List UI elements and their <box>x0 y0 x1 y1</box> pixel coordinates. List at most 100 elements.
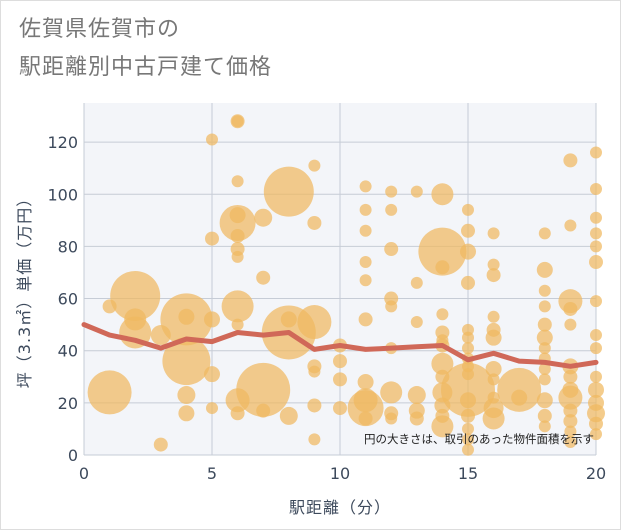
bubble-point <box>279 406 298 425</box>
bubble-point <box>359 256 372 269</box>
x-tick-label: 10 <box>330 464 350 483</box>
x-tick-label: 5 <box>207 464 217 483</box>
bubble-point <box>219 204 256 241</box>
bubble-point <box>410 276 423 289</box>
bubble-point <box>536 329 553 346</box>
bubble-point <box>308 159 321 172</box>
bubble-point <box>431 352 454 375</box>
bubble-point <box>558 385 583 410</box>
bubble-point <box>358 312 373 327</box>
bubble-point <box>409 411 424 426</box>
bubble-point <box>538 300 551 313</box>
bubble-point <box>359 224 372 237</box>
bubble-point <box>256 403 271 418</box>
bubble-point <box>588 381 604 398</box>
bubble-point <box>461 223 475 238</box>
bubble-point <box>563 153 578 168</box>
bubble-point <box>590 295 602 308</box>
bubble-point <box>87 370 132 415</box>
bubble-point <box>385 300 398 313</box>
bubble-point <box>487 310 500 323</box>
bubble-point <box>462 342 474 355</box>
bubble-point <box>385 203 398 216</box>
bubble-point <box>359 180 372 193</box>
bubble-layer <box>87 114 605 456</box>
bubble-point <box>590 342 602 355</box>
bubble-point <box>511 389 528 406</box>
bubble-point <box>385 185 398 198</box>
bubble-point <box>462 331 474 344</box>
bubble-point <box>590 370 602 383</box>
bubble-point <box>358 411 373 426</box>
bubble-point <box>563 403 578 418</box>
bubble-point <box>204 311 220 328</box>
bubble-point <box>236 362 291 417</box>
bubble-point <box>590 146 602 159</box>
average-trend-line <box>81 322 599 369</box>
bubble-point <box>307 215 322 230</box>
bubble-point <box>410 185 423 198</box>
y-tick-label: 40 <box>58 342 78 361</box>
y-tick-label: 100 <box>47 185 78 204</box>
bubble-point <box>563 369 578 384</box>
bubble-point <box>538 342 551 355</box>
bubble-point <box>590 211 602 224</box>
bubble-point <box>359 274 372 287</box>
bubble-point <box>460 243 476 260</box>
bubble-point <box>308 433 321 446</box>
x-axis-label: 駅距離（分） <box>289 498 391 517</box>
bubble-point <box>587 404 605 423</box>
bubble-point <box>254 208 273 227</box>
bubble-point <box>590 329 602 342</box>
bubble-point <box>297 305 332 340</box>
bubble-point <box>177 386 196 405</box>
y-tick-labels: 0 20 40 60 80 100 120 <box>47 133 78 465</box>
bubble-point <box>462 203 474 216</box>
bubble-point <box>538 362 551 375</box>
bubble-point <box>462 443 474 456</box>
bubble-point <box>589 416 603 431</box>
y-tick-label: 0 <box>68 446 78 465</box>
bubble-point <box>485 329 502 346</box>
bubble-point <box>410 316 423 329</box>
bubble-point <box>307 398 322 413</box>
bubble-point <box>536 392 553 409</box>
bubble-point <box>589 255 603 270</box>
bubble-point <box>537 408 552 423</box>
bubble-point <box>230 228 245 243</box>
bubble-point <box>435 260 450 275</box>
y-tick-label: 20 <box>58 394 78 413</box>
bubble-point <box>347 390 384 427</box>
bubble-point <box>256 270 271 285</box>
bubble-point <box>461 408 475 423</box>
bubble-point <box>485 360 502 377</box>
bubble-point <box>590 227 602 240</box>
bubble-point <box>263 166 314 217</box>
x-tick-label: 15 <box>458 464 478 483</box>
bubble-point <box>206 402 218 415</box>
bubble-point <box>563 301 578 316</box>
y-tick-label: 60 <box>58 290 78 309</box>
bubble-point <box>590 183 602 196</box>
bubble-point <box>206 133 218 146</box>
y-tick-label: 120 <box>47 133 78 152</box>
bubble-point <box>486 268 501 283</box>
bubble-point <box>462 422 474 435</box>
x-tick-label: 0 <box>79 464 89 483</box>
bubble-point <box>407 386 426 405</box>
bubble-point <box>538 227 551 240</box>
bubble-point <box>563 414 578 429</box>
bubble-point <box>357 373 374 390</box>
bubble-point <box>205 231 219 246</box>
chart-title-line1: 佐賀県佐賀市の <box>19 17 181 42</box>
bubble-point <box>487 373 500 386</box>
bubble-point <box>462 433 474 446</box>
y-axis-label: 坪（3.3㎡）単価（万円） <box>15 190 34 388</box>
x-tick-label: 20 <box>586 464 606 483</box>
bubble-point <box>385 412 398 425</box>
bubble-point <box>359 203 372 216</box>
bubble-point <box>380 381 403 404</box>
bubble-point <box>124 308 147 331</box>
bubble-point <box>460 392 476 409</box>
